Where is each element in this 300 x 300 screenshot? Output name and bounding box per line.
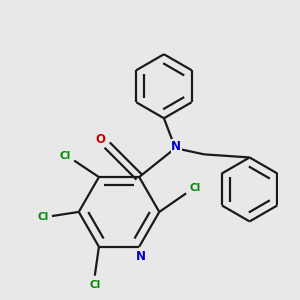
Text: Cl: Cl xyxy=(89,280,100,290)
Text: Cl: Cl xyxy=(190,183,201,193)
Text: Cl: Cl xyxy=(59,152,70,161)
Text: Cl: Cl xyxy=(37,212,48,222)
Text: N: N xyxy=(136,250,146,262)
Text: N: N xyxy=(171,140,181,153)
Text: O: O xyxy=(95,134,105,146)
